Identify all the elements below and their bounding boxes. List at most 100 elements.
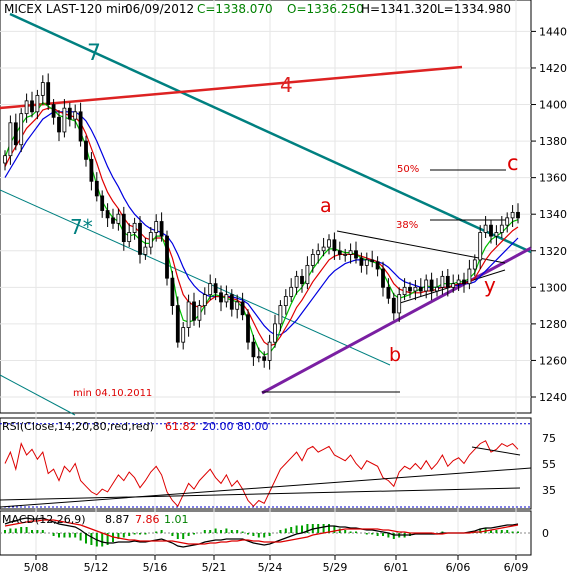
- date-axis: 5/08 5/12 5/16 5/21 5/24 5/29 6/01 6/06 6/09: [24, 555, 529, 574]
- candle-body: [273, 323, 277, 343]
- rsi-level-low: 20.00: [202, 420, 234, 433]
- candle-body: [300, 275, 304, 285]
- candle-body: [111, 217, 115, 224]
- macd-tick-0: 0: [542, 527, 549, 540]
- candle-body: [121, 213, 126, 243]
- low-label: L=1334.980: [437, 2, 511, 16]
- open-label: O=1336.250: [287, 2, 364, 16]
- candle-body: [283, 296, 288, 306]
- candle-body: [208, 283, 213, 296]
- candle-body: [192, 301, 196, 321]
- rsi-tick-55: 55: [542, 458, 556, 471]
- candle-body: [424, 279, 429, 292]
- wave-c-label: c: [507, 151, 519, 175]
- candle-body: [429, 279, 434, 292]
- candle-body: [186, 301, 191, 328]
- candle-body: [343, 254, 348, 256]
- price-tick-label: 1400: [539, 99, 567, 112]
- channel-line-lower: [0, 374, 76, 416]
- candle-body: [489, 224, 493, 237]
- candle-body: [251, 341, 256, 358]
- candle-body: [494, 232, 499, 237]
- candlesticks: [3, 73, 520, 370]
- candle-body: [262, 356, 267, 361]
- price-panel-frame: [0, 0, 532, 414]
- candle-body: [310, 254, 315, 266]
- candle-body: [138, 222, 142, 255]
- candle-body: [408, 286, 412, 292]
- candle-body: [197, 305, 202, 321]
- candle-body: [143, 246, 148, 255]
- price-tick-label: 1280: [539, 318, 567, 331]
- candle-body: [100, 195, 105, 211]
- trendline-7star: [0, 189, 391, 366]
- candle-body: [435, 286, 439, 292]
- rsi-label: RSI(Close,14,20,80,red,red): [2, 420, 154, 433]
- symbol-label: MICEX LAST-120 min: [4, 2, 129, 16]
- price-tick-label: 1340: [539, 208, 567, 221]
- candle-body: [89, 158, 94, 182]
- candle-body: [24, 100, 29, 115]
- candle-body: [73, 111, 78, 120]
- candle-body: [278, 305, 283, 325]
- candle-body: [67, 107, 72, 120]
- wave-y-label: y: [484, 273, 496, 297]
- macd-line: [4, 517, 519, 548]
- candle-body: [289, 286, 294, 297]
- candle-body: [321, 246, 326, 252]
- date-tick-label: 5/12: [84, 561, 109, 574]
- line-4-label: 4: [280, 73, 293, 97]
- candle-body: [57, 116, 61, 133]
- macd-series: [0, 517, 531, 548]
- candle-body: [165, 235, 169, 279]
- candle-body: [51, 104, 56, 118]
- candle-body: [397, 294, 402, 314]
- line-7-label: 7: [87, 41, 101, 66]
- candle-body: [305, 264, 310, 285]
- candle-body: [46, 82, 51, 105]
- macd-signal: 7.86: [135, 513, 160, 526]
- candle-body: [510, 211, 515, 219]
- candle-body: [240, 301, 245, 316]
- candle-body: [19, 113, 24, 146]
- fib-50-label: 50%: [397, 164, 419, 175]
- macd-hist: 1.01: [164, 513, 189, 526]
- rsi-tick-75: 75: [542, 432, 556, 445]
- candle-body: [370, 259, 375, 263]
- close-label: C=1338.070: [197, 2, 273, 16]
- candle-body: [84, 140, 88, 160]
- gridlines: [0, 0, 531, 555]
- macd-value: 8.87: [105, 513, 130, 526]
- candle-body: [78, 111, 83, 142]
- candle-body: [478, 232, 483, 261]
- rsi-level-high: 80.00: [237, 420, 269, 433]
- candle-body: [445, 275, 450, 288]
- date-tick-label: 6/01: [384, 561, 409, 574]
- candle-body: [175, 305, 180, 343]
- candle-body: [267, 341, 272, 361]
- candle-body: [213, 283, 218, 294]
- candle-body: [375, 261, 380, 270]
- price-tick-label: 1320: [539, 245, 567, 258]
- candle-body: [116, 213, 121, 224]
- candle-body: [105, 210, 110, 219]
- candle-body: [40, 82, 45, 96]
- candle-body: [148, 232, 153, 248]
- candle-body: [154, 221, 159, 233]
- candle-body: [316, 250, 321, 255]
- candle-body: [3, 155, 7, 164]
- candle-body: [516, 211, 520, 219]
- candle-body: [62, 107, 67, 133]
- candle-body: [413, 286, 418, 292]
- rsi-tick-35: 35: [542, 484, 556, 497]
- date-tick-label: 6/09: [504, 561, 529, 574]
- candle-body: [451, 283, 456, 288]
- candle-body: [235, 301, 240, 310]
- date-tick-label: 5/29: [323, 561, 348, 574]
- candle-body: [181, 327, 186, 343]
- candle-body: [456, 279, 461, 285]
- candle-body: [354, 250, 358, 259]
- candle-body: [472, 259, 477, 270]
- candle-body: [8, 122, 13, 157]
